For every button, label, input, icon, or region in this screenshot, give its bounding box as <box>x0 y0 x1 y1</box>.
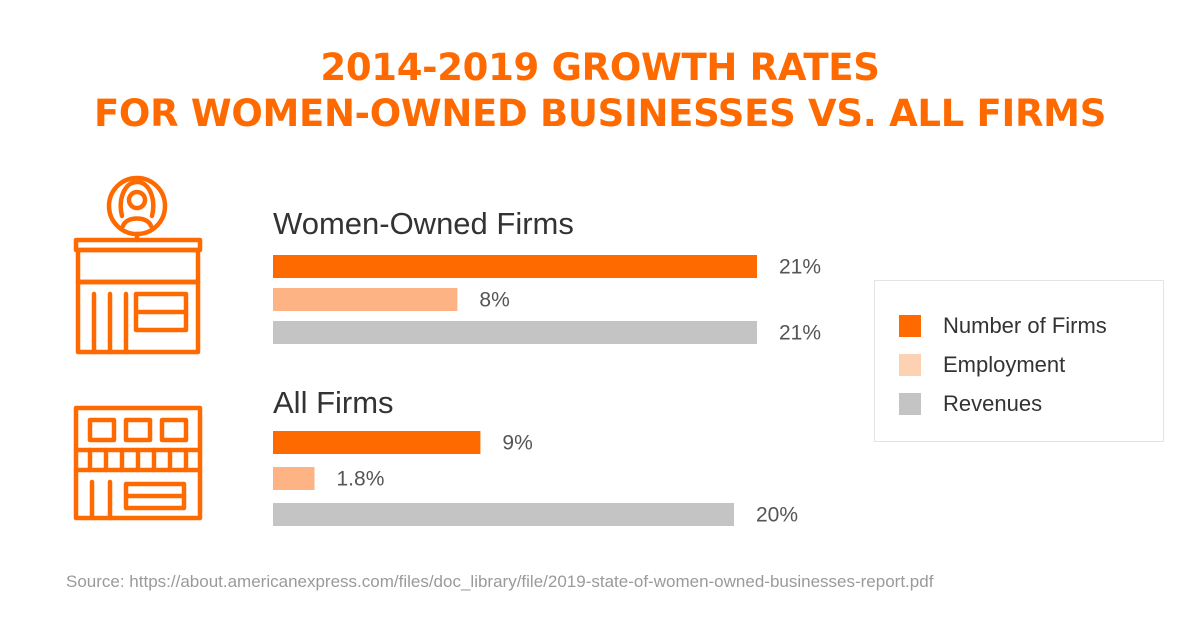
bar-all-firms-revenues <box>273 503 734 526</box>
women-owned-storefront-icon <box>73 175 203 355</box>
source-note: Source: https://about.americanexpress.co… <box>66 572 934 591</box>
value-label-all-firms-revenues: 20% <box>756 504 798 527</box>
bar-women-owned-firms-number-of-firms <box>273 255 757 278</box>
chart-title-line-2: FOR WOMEN-OWNED BUSINESSES VS. ALL FIRMS <box>93 92 1107 135</box>
value-label-women-owned-firms-revenues: 21% <box>779 322 821 345</box>
all-firms-storefront-icon <box>73 405 203 521</box>
chart-title-line-1: 2014-2019 GROWTH RATES <box>320 46 880 89</box>
value-label-women-owned-firms-employment: 8% <box>479 289 509 312</box>
bar-women-owned-firms-revenues <box>273 321 757 344</box>
chart-legend: Number of Firms Employment Revenues <box>874 280 1164 442</box>
legend-label-employment: Employment <box>943 352 1066 377</box>
legend-item-employment: Employment <box>899 350 1065 380</box>
legend-item-number-of-firms: Number of Firms <box>899 311 1107 341</box>
category-label-women-owned-firms: Women-Owned Firms <box>273 206 574 241</box>
bar-all-firms-number-of-firms <box>273 431 481 454</box>
legend-swatch-number-of-firms <box>899 315 921 337</box>
legend-label-revenues: Revenues <box>943 391 1043 416</box>
legend-swatch-revenues <box>899 393 921 415</box>
bar-women-owned-firms-employment <box>273 288 458 311</box>
category-label-all-firms: All Firms <box>273 385 394 420</box>
value-label-all-firms-number-of-firms: 9% <box>502 432 532 455</box>
legend-swatch-employment <box>899 354 921 376</box>
bar-all-firms-employment <box>273 467 315 490</box>
legend-label-number-of-firms: Number of Firms <box>943 313 1107 338</box>
value-label-women-owned-firms-number-of-firms: 21% <box>779 256 821 279</box>
value-label-all-firms-employment: 1.8% <box>337 468 385 491</box>
legend-item-revenues: Revenues <box>899 389 1042 419</box>
